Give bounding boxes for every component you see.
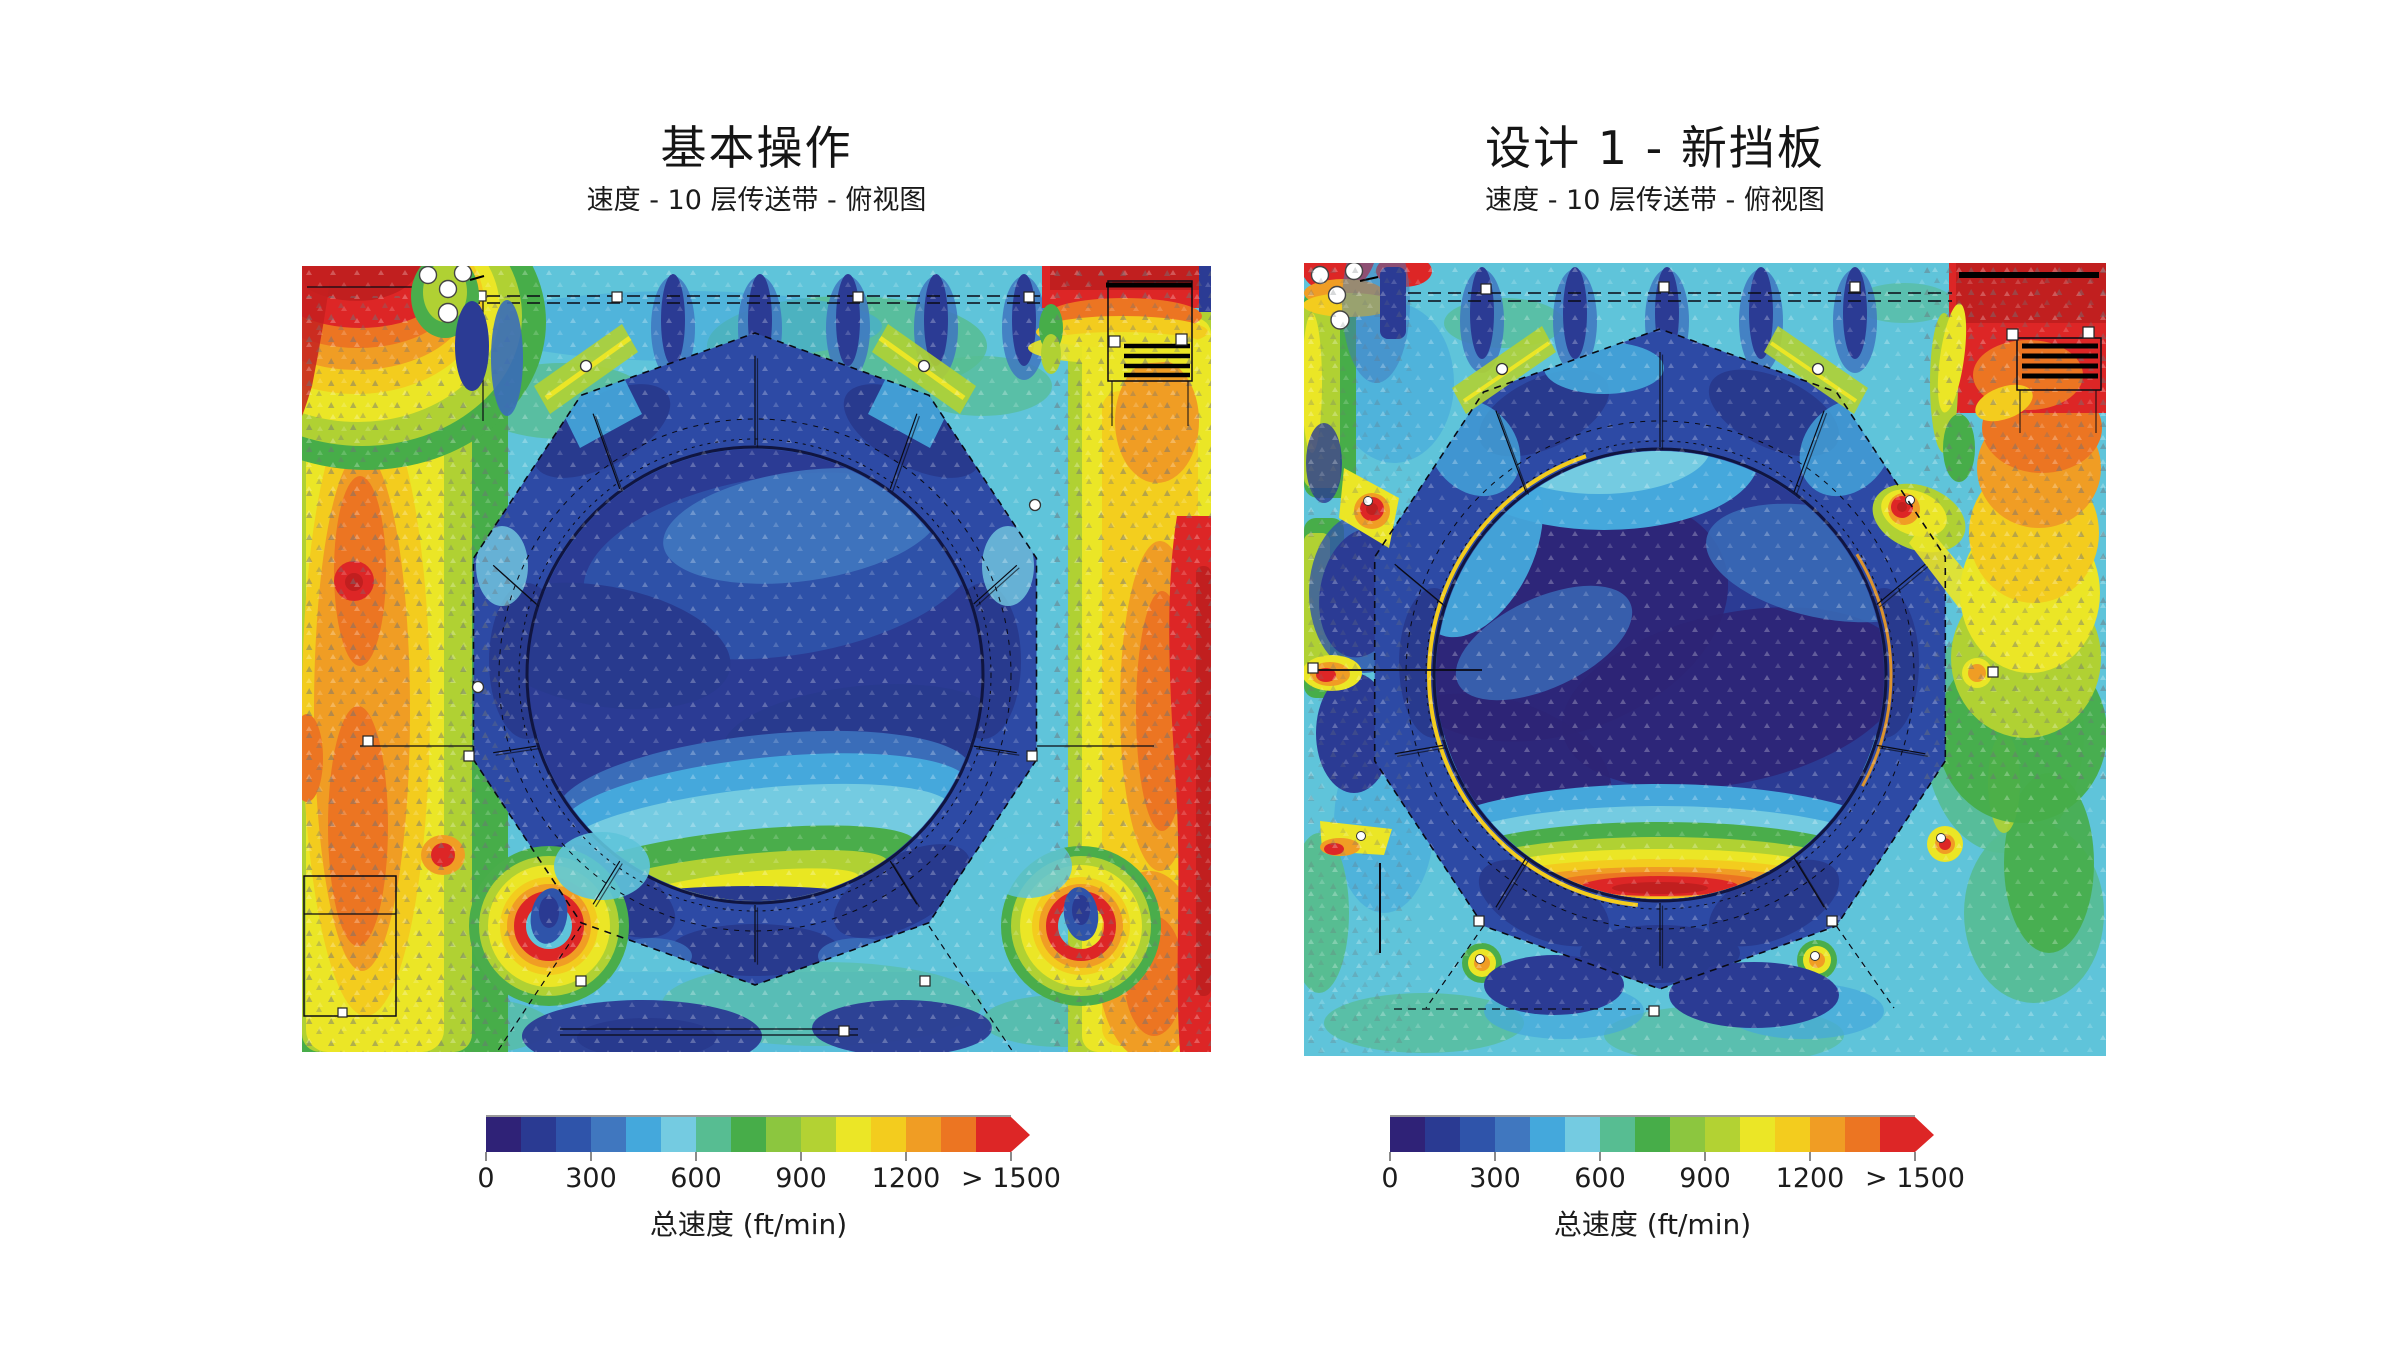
colorbar-baseline: 0 300 600 900 1200 > 1500 总速度 (ft/min) — [477, 1115, 1061, 1245]
colorbar-segment — [1740, 1117, 1775, 1152]
colorbar-segment — [1810, 1117, 1845, 1152]
colorbar-tick — [1010, 1152, 1012, 1161]
vector-arrows-plume — [1924, 263, 2106, 783]
colorbar-label: 总速度 (ft/min) — [649, 1208, 848, 1241]
colorbar-label: 总速度 (ft/min) — [1553, 1208, 1752, 1241]
colorbar-tick — [590, 1152, 592, 1161]
colorbar-segment — [661, 1117, 696, 1152]
colorbar-tick-label: 300 — [565, 1163, 617, 1194]
colorbar-segment — [1460, 1117, 1495, 1152]
colorbar-arrow — [1011, 1117, 1030, 1152]
colorbar-arrow — [1915, 1117, 1934, 1152]
colorbar-segment — [1845, 1117, 1880, 1152]
inlet-circles — [411, 266, 523, 416]
colorbar-ticks: 0 300 600 900 1200 > 1500 — [477, 1115, 1061, 1205]
colorbar-segment — [976, 1117, 1011, 1152]
colorbar-segment — [1635, 1117, 1670, 1152]
geometry-outlines — [303, 286, 1154, 1052]
geometry-outlines — [1318, 292, 1952, 1010]
colorbar-tick-label: 0 — [1381, 1163, 1399, 1194]
colorbar-segment — [521, 1117, 556, 1152]
colorbar-segment — [731, 1117, 766, 1152]
colorbar-tick — [1389, 1152, 1391, 1161]
corner-grill-unit — [1959, 272, 2102, 433]
colorbar-tick — [695, 1152, 697, 1161]
page-title-design1: 设计 1 - 新挡板 — [1485, 121, 1825, 175]
colorbar-tick — [485, 1152, 487, 1161]
colorbar-segment — [1880, 1117, 1915, 1152]
colorbar-tick — [1599, 1152, 1601, 1161]
colorbar-tick — [1704, 1152, 1706, 1161]
colorbar-segment — [1565, 1117, 1600, 1152]
panel-subtitle: 速度 - 10 层传送带 - 俯视图 — [586, 185, 927, 216]
colorbar-segment — [1600, 1117, 1635, 1152]
colorbar-segment — [1670, 1117, 1705, 1152]
station-markers — [1307, 281, 2095, 1017]
colorbar-tick-label: 900 — [1679, 1163, 1731, 1194]
colorbar-segment — [1495, 1117, 1530, 1152]
colorbar-tick-label: 0 — [477, 1163, 495, 1194]
vector-arrows-left — [1304, 263, 1414, 1056]
colorbar-tick-label: 600 — [670, 1163, 722, 1194]
colorbar-tick-label: > 1500 — [961, 1163, 1061, 1194]
vector-arrows-left-band — [302, 296, 512, 1052]
colorbar-segment — [626, 1117, 661, 1152]
colorbar-segment — [871, 1117, 906, 1152]
colorbar-tick-label: 300 — [1469, 1163, 1521, 1194]
colorbar-segment — [1705, 1117, 1740, 1152]
colorbar-segment — [696, 1117, 731, 1152]
colorbar-segment — [906, 1117, 941, 1152]
colorbar-tick — [800, 1152, 802, 1161]
page-title: 基本操作 — [660, 121, 853, 175]
colorbar-segment — [941, 1117, 976, 1152]
colorbar-tick-label: > 1500 — [1865, 1163, 1965, 1194]
colorbar-tick — [905, 1152, 907, 1161]
colorbar-segment — [1775, 1117, 1810, 1152]
colorbar-tick-label: 1200 — [1775, 1163, 1845, 1194]
colorbar-segment — [556, 1117, 591, 1152]
colorbar-segment — [486, 1117, 521, 1152]
colorbar-segment — [1425, 1117, 1460, 1152]
colorbar-segment — [801, 1117, 836, 1152]
station-markers — [337, 290, 1188, 1037]
colorbar-tick — [1494, 1152, 1496, 1161]
colorbar-tick — [1809, 1152, 1811, 1161]
colorbar-segment — [766, 1117, 801, 1152]
colorbar-segment — [1390, 1117, 1425, 1152]
colorbar-tick-label: 600 — [1574, 1163, 1626, 1194]
colorbar-track — [1390, 1115, 1915, 1152]
colorbar-track — [486, 1115, 1011, 1152]
cfd-plot-design1 — [1304, 263, 2106, 1056]
colorbar-segment — [591, 1117, 626, 1152]
colorbar-tick-label: 1200 — [871, 1163, 941, 1194]
colorbar-tick — [1914, 1152, 1916, 1161]
colorbar-segment — [836, 1117, 871, 1152]
cfd-plot-baseline — [302, 266, 1211, 1052]
vector-arrows-right-band — [1054, 266, 1211, 1052]
colorbar-segment — [1530, 1117, 1565, 1152]
corner-grill-unit — [1106, 280, 1193, 426]
colorbar-tick-label: 900 — [775, 1163, 827, 1194]
panel-subtitle-design1: 速度 - 10 层传送带 - 俯视图 — [1485, 185, 1825, 216]
colorbar-design1: 0 300 600 900 1200 > 1500 总速度 (ft/min) — [1381, 1115, 1965, 1245]
colorbar-ticks: 0 300 600 900 1200 > 1500 — [1381, 1115, 1965, 1205]
